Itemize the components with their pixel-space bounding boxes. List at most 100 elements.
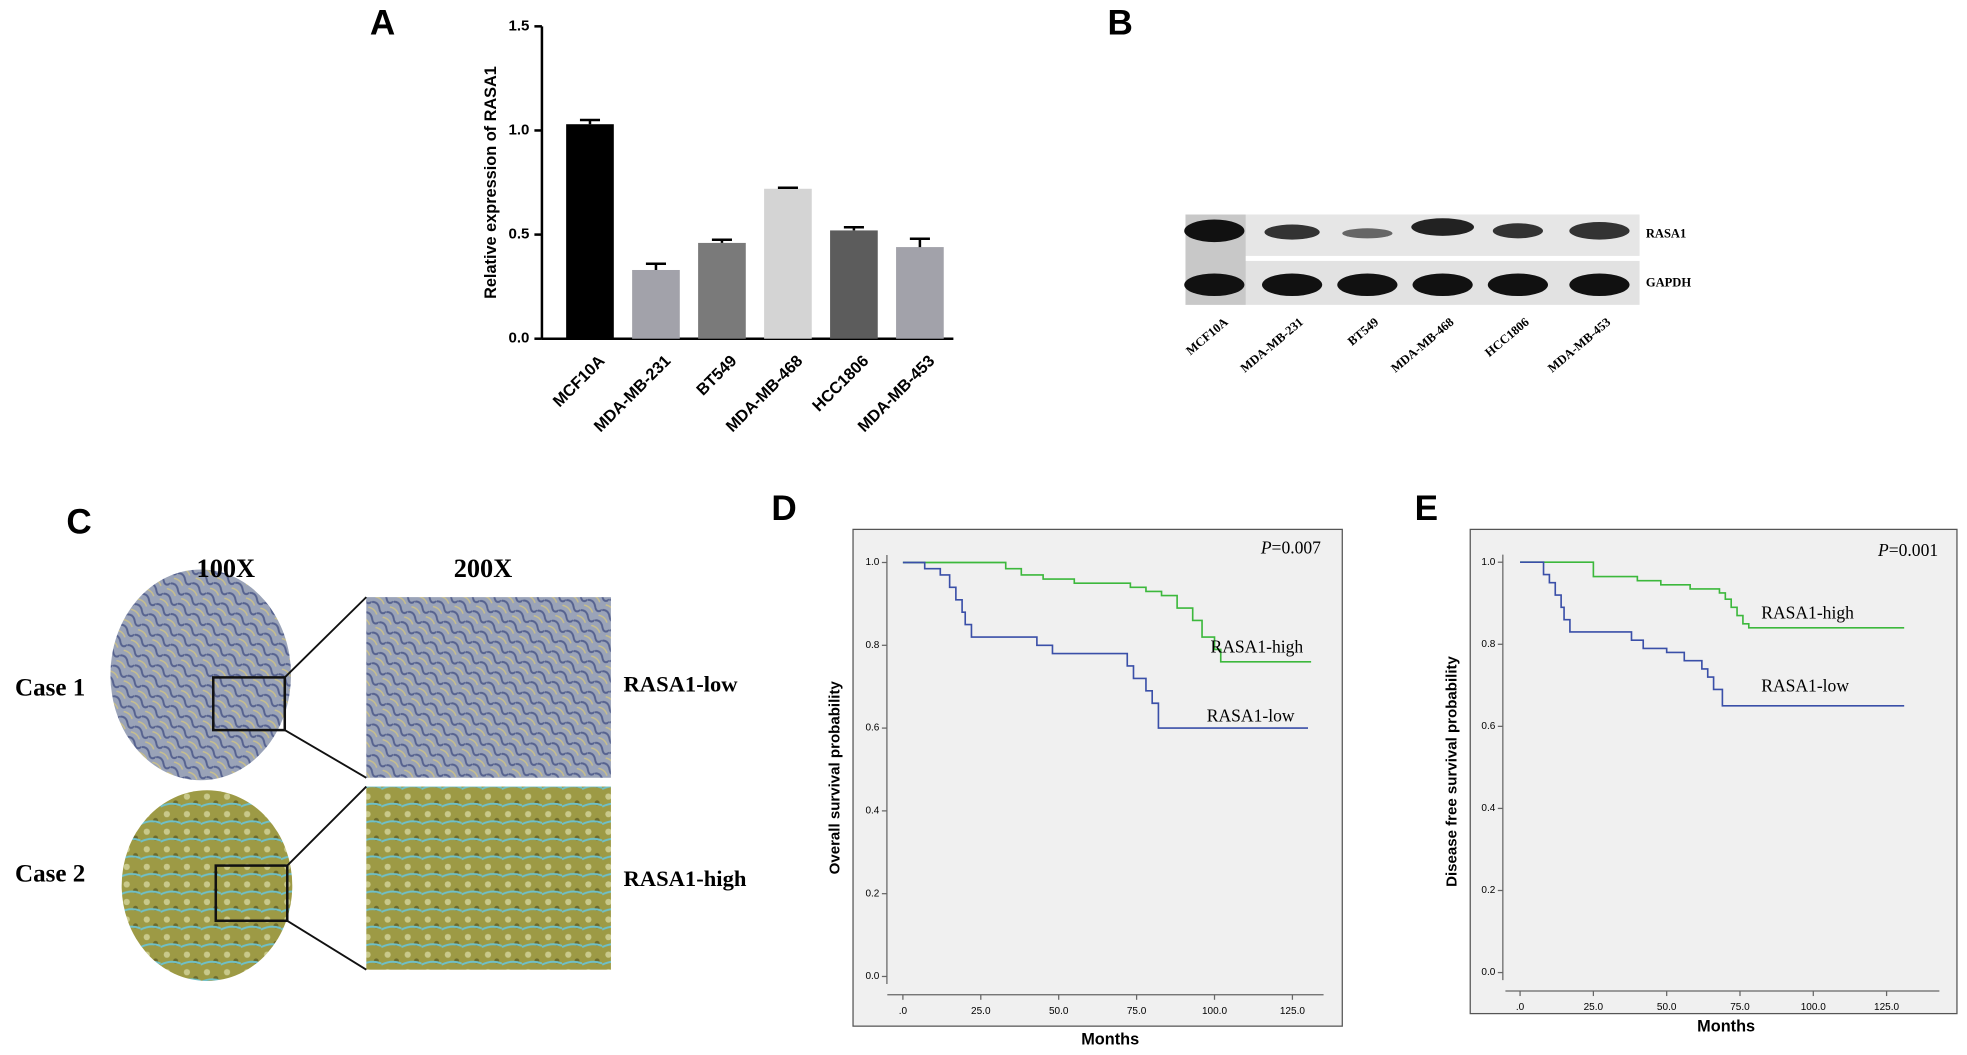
series-label: RASA1-high <box>1761 603 1854 623</box>
series-label: RASA1-high <box>1211 637 1304 657</box>
lane-label: MDA-MB-453 <box>1545 315 1613 375</box>
band-label: RASA1 <box>1646 226 1686 240</box>
zoom-lines <box>284 596 367 971</box>
plot-area <box>852 528 1343 1027</box>
p-value: P=0.001 <box>1877 540 1938 560</box>
y-tick-label: 0.8 <box>865 640 879 651</box>
bar <box>830 230 878 339</box>
y-tick-label: 0.0 <box>865 971 879 982</box>
blot-panel <box>1184 214 1640 305</box>
x-tick-label: 25.0 <box>971 1006 991 1017</box>
blot-band <box>1569 273 1630 297</box>
lane-label: MCF10A <box>1183 315 1230 358</box>
x-tick-label: 50.0 <box>1657 1002 1677 1013</box>
zoom-box <box>212 676 287 732</box>
p-number: =0.001 <box>1889 540 1938 560</box>
x-axis-label: Months <box>1081 1030 1139 1048</box>
x-tick-label: 75.0 <box>1730 1002 1750 1013</box>
y-tick-label: 1.0 <box>865 557 879 568</box>
p-symbol: P <box>1877 540 1889 560</box>
zoom-box <box>214 864 289 923</box>
y-tick-label: 0.0 <box>1481 967 1495 978</box>
row-label: Case 1 <box>15 675 85 702</box>
survival-curve <box>1520 561 1905 707</box>
ihc-panel <box>110 569 611 981</box>
case-label: RASA1-high <box>623 866 746 891</box>
y-tick-label: 1.0 <box>508 121 529 138</box>
bar <box>698 242 746 339</box>
x-tick-label: 100.0 <box>1202 1006 1227 1017</box>
x-tick-label: HCC1806 <box>809 352 872 415</box>
error-bar <box>579 118 601 125</box>
lane-label: MDA-MB-231 <box>1238 315 1306 375</box>
x-tick-label: .0 <box>899 1006 908 1017</box>
survival-curve <box>1520 561 1905 629</box>
panel-label: C <box>66 503 91 542</box>
x-tick-label: 125.0 <box>1280 1006 1305 1017</box>
blot-band <box>1337 273 1398 297</box>
y-axis-label: Overall survival probability <box>826 681 843 875</box>
y-tick-label: 0.6 <box>1481 721 1495 732</box>
x-tick-label: MCF10A <box>550 352 609 411</box>
y-tick-label: 0.4 <box>1481 803 1495 814</box>
y-tick-label: 0.2 <box>865 888 879 899</box>
lane-label: HCC1806 <box>1482 315 1532 360</box>
y-tick-label: 1.0 <box>1481 557 1495 568</box>
y-tick-label: 0.4 <box>865 806 879 817</box>
error-bar <box>909 237 930 248</box>
y-tick-label: 0.2 <box>1481 885 1495 896</box>
ihc-core-case1 <box>110 569 292 781</box>
y-axis-label: Relative expression of RASA1 <box>482 66 500 299</box>
bar <box>632 269 680 339</box>
y-tick-label: 0.8 <box>1481 639 1495 650</box>
blot-band <box>1264 224 1320 240</box>
survival-curve <box>902 561 1312 663</box>
lane-label: BT549 <box>1345 315 1381 349</box>
blot-strip <box>1185 214 1640 256</box>
panel-label: B <box>1108 3 1133 42</box>
p-symbol: P <box>1260 537 1272 557</box>
bar <box>764 188 812 339</box>
blot-band <box>1261 273 1323 297</box>
blot-band <box>1411 218 1474 236</box>
x-tick-label: 100.0 <box>1801 1002 1826 1013</box>
case-label: RASA1-low <box>623 671 738 696</box>
blot-band <box>1487 273 1549 297</box>
y-axis-label: Disease free survival probability <box>1444 655 1461 886</box>
x-axis-label: Months <box>1697 1018 1755 1036</box>
p-number: =0.007 <box>1272 537 1322 557</box>
blot-band <box>1492 223 1543 239</box>
x-tick-label: 125.0 <box>1874 1002 1899 1013</box>
panel-label: A <box>370 3 395 42</box>
y-tick-label: 0.5 <box>508 226 529 243</box>
bar <box>566 124 614 339</box>
error-bar <box>777 186 798 189</box>
ihc-zoom-case2 <box>366 786 611 970</box>
x-tick-label: 50.0 <box>1049 1006 1069 1017</box>
panel-label: E <box>1415 489 1438 528</box>
blot-band <box>1569 222 1630 240</box>
panel-label: D <box>771 489 796 528</box>
blot-band <box>1184 219 1245 243</box>
column-label: 100X <box>197 554 256 583</box>
error-bar <box>645 262 666 270</box>
y-tick-label: 0.6 <box>865 723 879 734</box>
plot-area <box>1469 528 1958 1015</box>
series-label: RASA1-low <box>1761 675 1849 695</box>
bar <box>896 247 944 339</box>
y-tick-label: 0.0 <box>508 330 529 347</box>
ihc-core-case2 <box>121 790 293 981</box>
x-tick-label: .0 <box>1516 1002 1525 1013</box>
row-label: Case 2 <box>15 860 85 887</box>
blot-band <box>1412 273 1473 297</box>
ihc-zoom-case1 <box>366 597 611 778</box>
x-tick-label: 25.0 <box>1584 1002 1604 1013</box>
error-bar <box>843 226 864 231</box>
survival-curve <box>902 561 1309 729</box>
lane-label: MDA-MB-468 <box>1388 315 1456 375</box>
series-label: RASA1-low <box>1207 706 1295 726</box>
x-tick-label: BT549 <box>693 352 740 399</box>
error-bar <box>711 238 732 243</box>
